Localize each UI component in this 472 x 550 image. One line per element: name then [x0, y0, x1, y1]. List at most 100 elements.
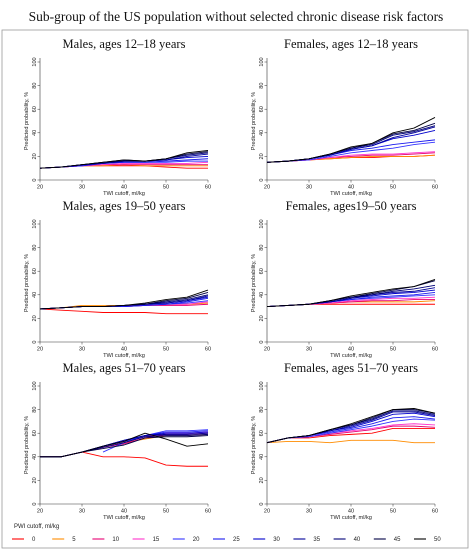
x-tick-label: 20 — [264, 509, 270, 515]
x-axis-label: TWI cutoff, ml/kg — [103, 515, 145, 521]
series-line-pwi-50 — [40, 432, 209, 458]
y-tick-label: 20 — [32, 315, 38, 321]
series-line-pwi-50 — [266, 407, 436, 444]
y-tick-label: 40 — [259, 454, 265, 460]
y-tick-label: 20 — [259, 315, 265, 321]
panel-1: Males, ages 12–18 years 0 20 40 60 80 100 20 30 4… — [24, 37, 211, 197]
series-line-pwi-5 — [40, 433, 209, 458]
legend-item-pwi-50: 50 — [414, 537, 441, 543]
y-tick-label: 0 — [259, 502, 265, 505]
panel-title: Females, ages 12–18 years — [284, 37, 418, 51]
y-axis-label: Predicted probability, % — [24, 416, 30, 474]
y-tick-label: 20 — [32, 153, 38, 159]
x-tick-label: 50 — [163, 347, 169, 353]
y-tick-label: 20 — [32, 477, 38, 483]
y-tick-label: 60 — [32, 268, 38, 274]
y-tick-label: 20 — [259, 477, 265, 483]
y-tick-label: 100 — [259, 57, 265, 66]
y-tick-label: 100 — [259, 381, 265, 390]
y-tick-label: 40 — [259, 130, 265, 136]
panels: Males, ages 12–18 years 0 20 40 60 80 100 20 30 4… — [24, 37, 438, 521]
figure-title: Sub-group of the US population without s… — [29, 9, 444, 24]
x-tick-label: 40 — [121, 509, 127, 515]
series-line-pwi-40 — [40, 433, 209, 458]
legend-item-pwi-5: 5 — [52, 537, 76, 543]
panel-title: Females, ages 51–70 years — [284, 361, 418, 375]
x-tick-label: 40 — [348, 347, 354, 353]
legend-label: 45 — [394, 537, 401, 543]
y-tick-label: 0 — [259, 178, 265, 181]
panel-title: Males, ages 12–18 years — [63, 37, 186, 51]
panel-4: Females, ages19–50 years 0 20 40 60 80 100 20 30… — [251, 199, 438, 359]
legend: PWI cutoff, ml/kg 0 5 10 15 20 25 30 35 40 45 50 — [12, 524, 441, 543]
y-tick-label: 100 — [259, 219, 265, 228]
y-tick-label: 60 — [259, 430, 265, 436]
x-tick-label: 40 — [348, 509, 354, 515]
legend-label: 0 — [32, 537, 36, 543]
x-axis-label: TWI cutoff, ml/kg — [330, 353, 372, 359]
y-tick-label: 60 — [259, 268, 265, 274]
y-tick-label: 80 — [32, 82, 38, 88]
x-tick-label: 50 — [390, 185, 396, 191]
y-axis-label: Predicted probability, % — [24, 254, 30, 312]
x-tick-label: 60 — [432, 347, 438, 353]
y-tick-label: 80 — [259, 82, 265, 88]
y-tick-label: 60 — [259, 106, 265, 112]
x-tick-label: 50 — [390, 509, 396, 515]
panel-2: Females, ages 12–18 years 0 20 40 60 80 100 20 3… — [251, 37, 438, 197]
y-tick-label: 0 — [32, 340, 38, 343]
x-tick-label: 20 — [264, 347, 270, 353]
x-axis-label: TWI cutoff, ml/kg — [330, 515, 372, 521]
legend-item-pwi-35: 35 — [293, 537, 321, 543]
x-tick-label: 40 — [348, 185, 354, 191]
series-line-pwi-0 — [40, 451, 208, 467]
legend-label: 35 — [313, 537, 320, 543]
panel-6: Females, ages 51–70 years 0 20 40 60 80 100 20 3… — [251, 361, 438, 521]
x-tick-label: 30 — [306, 185, 312, 191]
y-axis-label: Predicted probability, % — [251, 416, 257, 474]
legend-label: 15 — [153, 537, 160, 543]
x-tick-label: 30 — [79, 509, 85, 515]
series-line-pwi-25 — [266, 139, 436, 163]
x-tick-label: 50 — [163, 185, 169, 191]
figure-frame — [1, 29, 469, 549]
panel-title: Males, ages 19–50 years — [63, 199, 186, 213]
x-tick-label: 20 — [264, 185, 270, 191]
y-tick-label: 100 — [32, 381, 38, 390]
x-tick-label: 60 — [432, 509, 438, 515]
y-tick-label: 100 — [32, 219, 38, 228]
x-tick-label: 60 — [205, 347, 211, 353]
x-axis-label: TWI cutoff, ml/kg — [330, 191, 372, 197]
series-line-pwi-50 — [266, 117, 436, 163]
series-line-pwi-45 — [40, 435, 209, 458]
x-tick-label: 60 — [205, 509, 211, 515]
x-tick-label: 60 — [432, 185, 438, 191]
legend-item-pwi-45: 45 — [373, 537, 401, 543]
series-line-pwi-50 — [266, 279, 436, 308]
x-axis-label: TWI cutoff, ml/kg — [103, 353, 145, 359]
legend-label: 25 — [233, 537, 240, 543]
series-line-pwi-20 — [102, 429, 209, 453]
y-tick-label: 60 — [32, 106, 38, 112]
y-tick-label: 0 — [32, 178, 38, 181]
y-tick-label: 80 — [259, 406, 265, 412]
series-line-pwi-50 — [39, 150, 209, 169]
x-tick-label: 20 — [37, 509, 43, 515]
legend-label: 30 — [273, 537, 280, 543]
legend-label: 20 — [193, 537, 200, 543]
series-line-pwi-5 — [266, 439, 435, 444]
x-tick-label: 30 — [79, 347, 85, 353]
series-line-pwi-15 — [39, 161, 209, 169]
legend-label: 40 — [354, 537, 361, 543]
series-line-pwi-20 — [266, 141, 436, 163]
series-line-pwi-45 — [266, 280, 436, 308]
panel-5: Males, ages 51–70 years 0 20 40 60 80 100 20 30 4… — [24, 361, 211, 521]
legend-title: PWI cutoff, ml/kg — [14, 524, 59, 530]
series-line-pwi-15 — [266, 423, 436, 444]
series-line-pwi-0 — [39, 308, 208, 315]
x-tick-label: 30 — [79, 185, 85, 191]
y-tick-label: 80 — [259, 244, 265, 250]
y-tick-label: 0 — [259, 340, 265, 343]
legend-item-pwi-0: 0 — [12, 537, 36, 543]
